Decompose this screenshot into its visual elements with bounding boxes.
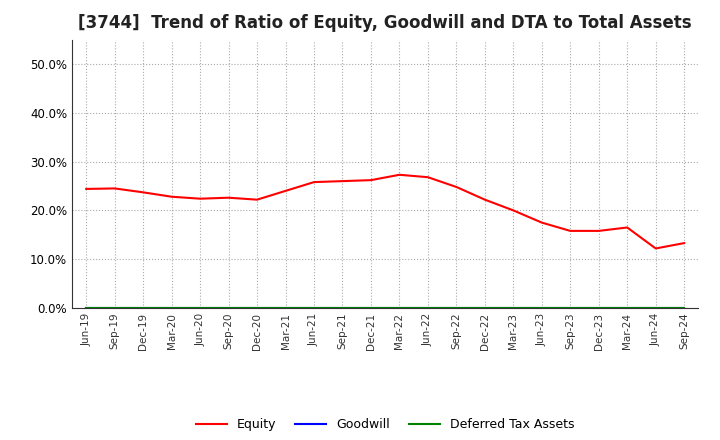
Goodwill [225,305,233,310]
Equity [652,246,660,251]
Goodwill [395,305,404,310]
Deferred Tax Assets [110,305,119,311]
Equity [423,175,432,180]
Deferred Tax Assets [310,305,318,311]
Goodwill [480,305,489,310]
Equity [82,186,91,191]
Deferred Tax Assets [595,305,603,311]
Equity [253,197,261,202]
Goodwill [566,305,575,310]
Deferred Tax Assets [366,305,375,311]
Equity [338,179,347,184]
Deferred Tax Assets [452,305,461,311]
Deferred Tax Assets [423,305,432,311]
Equity [310,180,318,185]
Goodwill [652,305,660,310]
Equity [480,197,489,202]
Deferred Tax Assets [167,305,176,311]
Goodwill [110,305,119,310]
Equity [167,194,176,199]
Deferred Tax Assets [652,305,660,311]
Goodwill [139,305,148,310]
Goodwill [338,305,347,310]
Equity [566,228,575,234]
Title: [3744]  Trend of Ratio of Equity, Goodwill and DTA to Total Assets: [3744] Trend of Ratio of Equity, Goodwil… [78,15,692,33]
Goodwill [167,305,176,310]
Deferred Tax Assets [566,305,575,311]
Goodwill [366,305,375,310]
Goodwill [253,305,261,310]
Legend: Equity, Goodwill, Deferred Tax Assets: Equity, Goodwill, Deferred Tax Assets [191,413,580,436]
Goodwill [423,305,432,310]
Goodwill [452,305,461,310]
Equity [537,220,546,225]
Equity [680,240,688,246]
Deferred Tax Assets [680,305,688,311]
Deferred Tax Assets [623,305,631,311]
Deferred Tax Assets [537,305,546,311]
Goodwill [310,305,318,310]
Equity [595,228,603,234]
Goodwill [82,305,91,310]
Equity [395,172,404,177]
Equity [110,186,119,191]
Deferred Tax Assets [509,305,518,311]
Line: Equity: Equity [86,175,684,249]
Goodwill [623,305,631,310]
Deferred Tax Assets [480,305,489,311]
Equity [196,196,204,202]
Equity [282,188,290,194]
Deferred Tax Assets [139,305,148,311]
Goodwill [595,305,603,310]
Deferred Tax Assets [225,305,233,311]
Goodwill [509,305,518,310]
Goodwill [680,305,688,310]
Equity [509,208,518,213]
Deferred Tax Assets [395,305,404,311]
Equity [452,184,461,190]
Deferred Tax Assets [338,305,347,311]
Deferred Tax Assets [282,305,290,311]
Equity [225,195,233,200]
Deferred Tax Assets [253,305,261,311]
Deferred Tax Assets [82,305,91,311]
Goodwill [537,305,546,310]
Equity [623,225,631,230]
Goodwill [282,305,290,310]
Equity [366,177,375,183]
Goodwill [196,305,204,310]
Equity [139,190,148,195]
Deferred Tax Assets [196,305,204,311]
